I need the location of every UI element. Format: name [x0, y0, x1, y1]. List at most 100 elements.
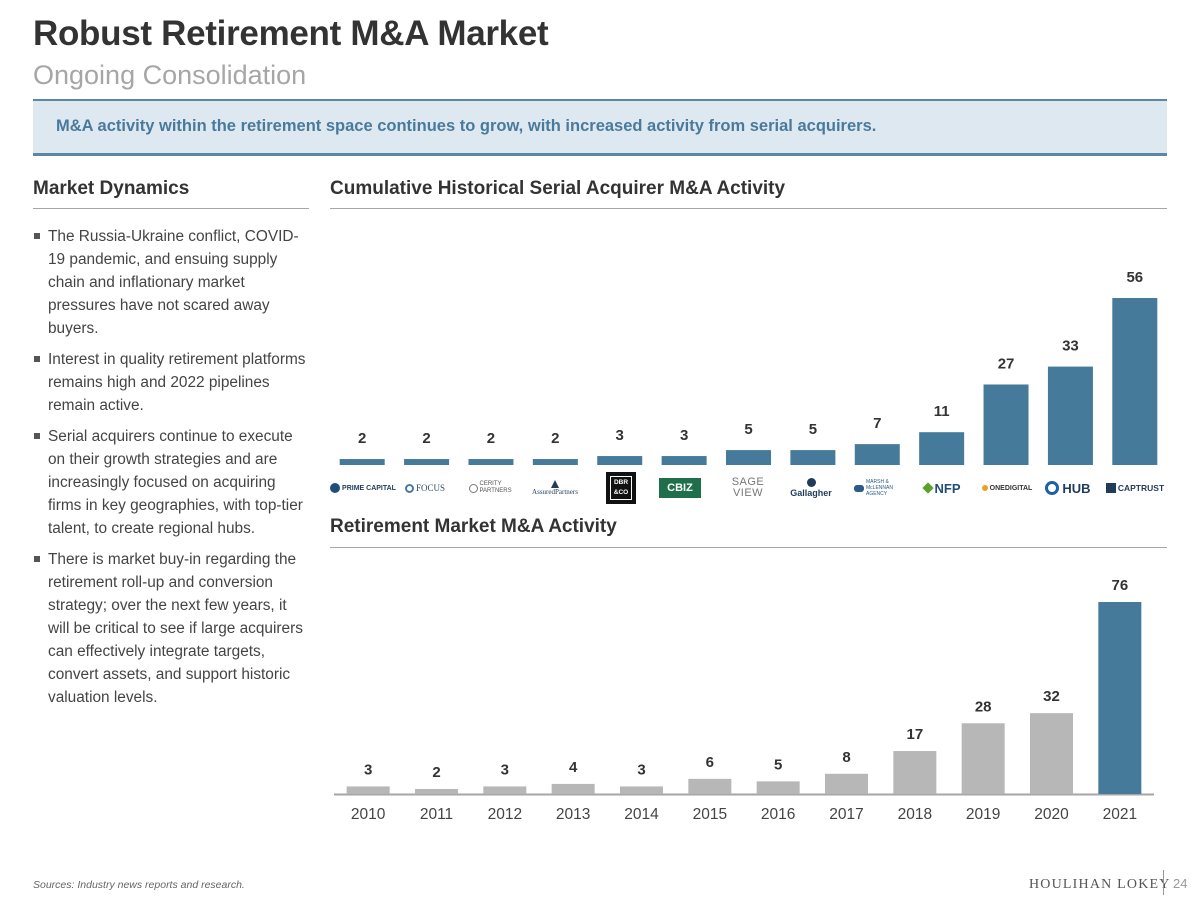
serial-acquirer-chart-divider	[330, 208, 1167, 209]
serial-acquirer-bar-label: 2	[551, 430, 559, 447]
serial-acquirer-bar-label: 7	[873, 415, 881, 432]
prime-capital-logo: PRIME CAPITAL	[330, 474, 396, 502]
serial-acquirer-bar-label: 5	[744, 421, 752, 438]
brand-logo: HOULIHAN LOKEY	[1029, 877, 1171, 892]
retirement-ma-bar	[620, 786, 663, 794]
nfp-logo: NFP	[916, 474, 968, 502]
serial-acquirer-bar	[597, 456, 643, 465]
bullet-item: There is market buy-in regarding the ret…	[33, 548, 308, 709]
serial-acquirer-bar-label: 2	[358, 430, 366, 447]
retirement-ma-bar-label: 32	[1043, 688, 1060, 705]
serial-acquirer-bar	[468, 459, 514, 465]
onedigital-logo: ONEDIGITAL	[979, 474, 1035, 502]
serial-acquirer-bar-label: 3	[680, 427, 688, 444]
retirement-ma-bar-label: 3	[501, 761, 509, 778]
retirement-ma-bar	[893, 751, 937, 794]
page-number: 24	[1173, 876, 1188, 891]
x-tick-label: 2011	[420, 806, 453, 823]
serial-acquirer-bar	[404, 459, 450, 465]
retirement-ma-bar-label: 28	[975, 698, 992, 715]
serial-acquirer-bar	[339, 459, 385, 465]
prime-capital-icon	[330, 483, 341, 493]
x-tick-label: 2021	[1103, 806, 1137, 823]
serial-acquirer-bar	[661, 456, 707, 465]
serial-acquirer-chart-title: Cumulative Historical Serial Acquirer M&…	[330, 178, 786, 199]
bullet-item: The Russia-Ukraine conflict, COVID-19 pa…	[33, 225, 308, 340]
bullet-item: Serial acquirers continue to execute on …	[33, 425, 308, 540]
assured-partners-logo: AssuredPartners	[527, 474, 583, 502]
onedigital-icon	[981, 485, 988, 491]
retirement-ma-bar	[1030, 713, 1073, 794]
serial-acquirer-bar-label: 3	[616, 427, 624, 444]
serial-acquirer-bar-label: 2	[422, 430, 430, 447]
x-tick-label: 2012	[488, 806, 522, 823]
serial-acquirer-bar	[983, 384, 1029, 465]
serial-acquirer-bar	[919, 432, 965, 465]
serial-acquirer-bar-label: 11	[934, 403, 950, 420]
page-subtitle: Ongoing Consolidation	[33, 60, 307, 90]
nfp-icon	[921, 482, 934, 494]
x-tick-label: 2019	[966, 806, 1000, 823]
serial-acquirer-bar-label: 2	[487, 430, 495, 447]
retirement-ma-bar	[961, 723, 1005, 794]
x-tick-label: 2018	[898, 806, 932, 823]
bullet-item: Interest in quality retirement platforms…	[33, 348, 308, 417]
market-dynamics-list: The Russia-Ukraine conflict, COVID-19 pa…	[33, 225, 308, 717]
retirement-ma-bar-label: 4	[569, 759, 578, 776]
x-tick-label: 2015	[693, 806, 727, 823]
marsh-icon	[854, 484, 864, 492]
retirement-ma-bar-label: 2	[432, 764, 440, 781]
serial-acquirer-bar	[790, 450, 836, 465]
assured-icon	[551, 480, 559, 488]
retirement-ma-bar-label: 8	[842, 749, 850, 766]
serial-acquirer-bar-label: 5	[809, 421, 817, 438]
retirement-ma-bar	[415, 788, 458, 794]
retirement-ma-bar	[688, 778, 732, 794]
gallagher-logo: Gallagher	[785, 474, 837, 502]
sageview-logo: SAGE VIEW	[731, 476, 765, 499]
serial-acquirer-bar	[726, 450, 771, 465]
retirement-ma-bar	[346, 786, 390, 794]
retirement-ma-bar-label: 3	[364, 761, 372, 778]
page-title: Robust Retirement M&A Market	[33, 14, 549, 53]
x-tick-label: 2020	[1034, 806, 1069, 823]
hub-logo: HUB	[1041, 474, 1095, 502]
cbiz-logo: CBIZ	[659, 478, 701, 498]
x-tick-label: 2010	[351, 806, 386, 823]
retirement-ma-bar	[825, 773, 868, 794]
x-tick-label: 2016	[761, 806, 795, 823]
focus-logo: FOCUS	[399, 474, 451, 502]
marsh-mclennan-logo: MARSH & McLENNAN AGENCY	[850, 474, 914, 502]
footer-divider	[1163, 870, 1164, 895]
banner-text: M&A activity within the retirement space…	[56, 117, 877, 135]
market-dynamics-title: Market Dynamics	[33, 178, 190, 199]
retirement-ma-bar-label: 17	[906, 726, 923, 743]
x-tick-label: 2014	[624, 806, 659, 823]
x-tick-label: 2017	[829, 806, 863, 823]
captrust-logo: CAPTRUST	[1103, 474, 1167, 502]
captrust-icon	[1105, 483, 1116, 493]
retirement-ma-chart-divider	[330, 547, 1167, 548]
retirement-ma-bar-label: 76	[1111, 577, 1128, 594]
retirement-ma-bar	[551, 783, 595, 794]
serial-acquirer-bar	[854, 444, 900, 465]
retirement-ma-bar-label: 3	[637, 761, 645, 778]
retirement-ma-chart-title: Retirement Market M&A Activity	[330, 516, 617, 537]
cerity-partners-logo: CERITY PARTNERS	[465, 474, 517, 502]
retirement-ma-bar	[756, 781, 800, 794]
key-message-banner: M&A activity within the retirement space…	[33, 99, 1167, 156]
serial-acquirer-bar	[1047, 366, 1093, 465]
retirement-ma-bar-label: 6	[706, 754, 714, 771]
gallagher-icon	[806, 478, 816, 487]
serial-acquirer-bar-label: 27	[998, 355, 1015, 372]
serial-acquirer-bar	[532, 459, 578, 465]
cerity-icon	[468, 483, 478, 493]
retirement-ma-bar-label: 5	[774, 756, 782, 773]
x-tick-label: 2013	[556, 806, 590, 823]
serial-acquirer-bar	[1112, 298, 1158, 465]
serial-acquirer-bar-label: 56	[1126, 269, 1143, 286]
market-dynamics-divider	[33, 208, 309, 209]
focus-icon	[404, 483, 414, 493]
